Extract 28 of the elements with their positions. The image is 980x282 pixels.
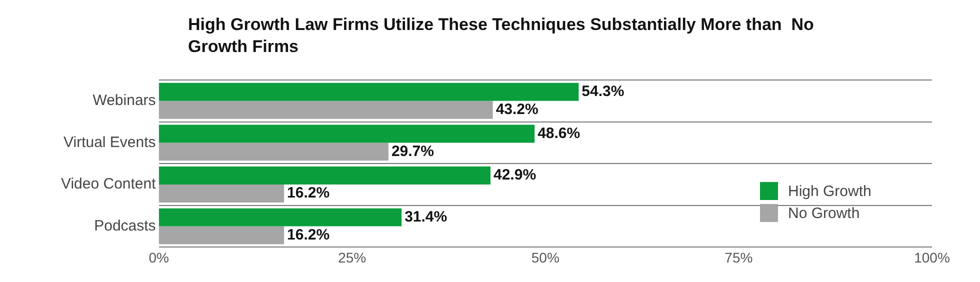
y-tick-label: Webinars [92,92,156,110]
bar [158,166,490,184]
data-label: 16.2% [287,184,330,202]
x-tick-label: 25% [338,249,366,266]
bar [158,184,284,202]
data-label: 54.3% [582,83,624,100]
y-tick-label: Podcasts [94,217,156,234]
chart-title: High Growth Law Firms Utilize These Techniques Substantially More than No Growth Firms [188,14,815,58]
bar [158,142,388,161]
data-label: 29.7% [391,142,434,160]
y-tick-label: Video Content [60,176,157,193]
legend-label: High Growth [788,182,872,200]
bar [158,82,579,101]
y-tick-label: Virtual Events [64,134,156,151]
data-label: 48.6% [538,124,580,142]
bar [158,208,402,226]
x-tick-label: 100% [914,249,950,266]
x-tick-label: 50% [531,249,560,266]
bar [158,124,535,143]
data-label: 16.2% [287,226,330,244]
x-tick-label: 0% [148,249,169,266]
data-label: 42.9% [494,166,536,184]
x-tick-label: 75% [724,249,753,266]
legend-label: No Growth [788,204,860,222]
bar [158,226,284,244]
data-label: 43.2% [496,101,538,118]
bar [158,100,493,119]
data-label: 31.4% [404,208,448,226]
